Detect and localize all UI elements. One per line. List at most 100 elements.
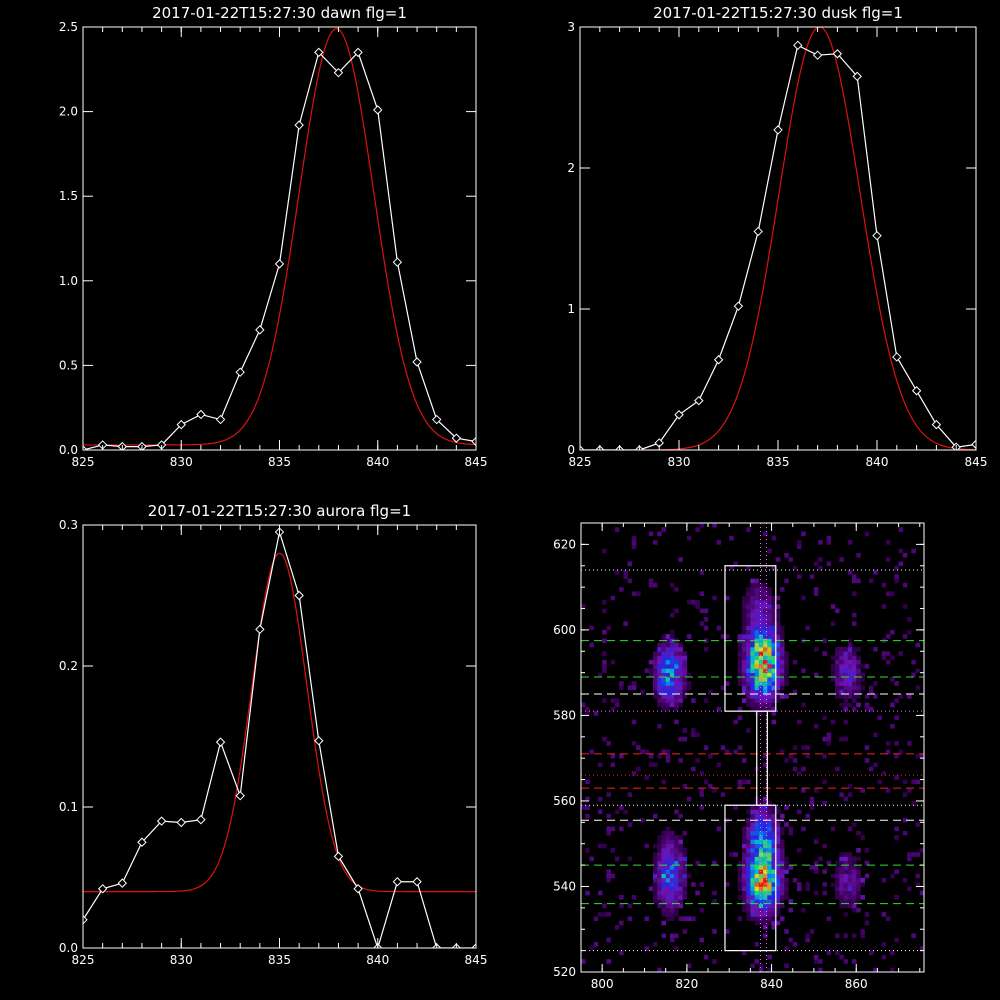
heatmap-cell [784,578,789,584]
heatmap-cell [839,899,844,904]
heatmap-cell [669,937,675,943]
heatmap-cell [767,903,772,909]
heatmap-cell [636,766,641,772]
heatmap-cell [669,847,675,853]
heatmap-cell [868,689,874,695]
heatmap-cell [631,681,637,686]
heatmap-cell [746,912,751,917]
heatmap-cell [771,886,777,892]
heatmap-cell [775,890,781,896]
heatmap-cell [822,736,827,742]
heatmap-cell [758,668,764,673]
data-point-diamond [156,816,167,826]
heatmap-cell [767,642,772,648]
heatmap-cell [852,655,857,661]
heatmap-cell [847,642,853,648]
heatmap-cell [843,899,849,904]
heatmap-cell [746,659,751,665]
heatmap-cell [767,954,772,960]
heatmap-cell [856,702,861,708]
heatmap-cell [741,869,747,874]
heatmap-cell [602,903,607,909]
heatmap-cell [716,762,722,768]
heatmap-cell [758,818,764,823]
heatmap-cell [754,591,760,596]
heatmap-cell [703,745,709,750]
heatmap-cell [767,800,772,806]
heatmap-cell [750,698,755,703]
heatmap-cell [746,676,751,682]
heatmap-cell [860,929,866,934]
heatmap-cell [746,612,751,618]
heatmap-cell [763,625,768,631]
heatmap-cell [843,890,849,896]
heatmap-cell [767,702,772,708]
heatmap-cell [775,676,781,682]
heatmap-cell [771,685,777,691]
heatmap-cell [669,877,675,883]
heatmap-cell [763,805,768,810]
heatmap-cell [661,895,666,900]
heatmap-cell [750,629,755,635]
heatmap-cell [746,916,751,921]
heatmap-cell [750,835,755,840]
heatmap-cell [754,702,760,708]
heatmap-cell [843,856,849,862]
heatmap-cell [750,694,755,699]
heatmap-cell [741,758,747,763]
heatmap-cell [847,664,853,669]
heatmap-cell [665,835,671,840]
data-point-diamond [832,49,843,59]
heatmap-cell [763,587,768,592]
heatmap-cell [699,608,705,614]
heatmap-cell [856,672,861,678]
heatmap-cell [661,860,666,866]
heatmap-cell [758,873,764,879]
heatmap-cell [767,685,772,691]
data-point-diamond [235,367,245,377]
heatmap-cell [771,813,777,819]
heatmap-cell [826,916,832,921]
heatmap-cell [775,839,781,845]
heatmap-cell [902,818,908,823]
heatmap-cell [606,873,611,879]
heatmap-cell [784,895,789,900]
heatmap-cell [758,907,764,913]
heatmap-cell [674,847,679,853]
heatmap-cell [750,852,755,857]
heatmap-cell [652,942,658,947]
heatmap-cell [839,736,844,742]
heatmap-cell [830,826,836,832]
heatmap-cell [674,719,679,725]
heatmap-cell [796,847,802,853]
heatmap-cell [754,839,760,845]
heatmap-cell [619,950,624,956]
heatmap-cell [746,642,751,648]
heatmap-cell [839,557,844,562]
heatmap-cell [809,800,815,806]
heatmap-cell [741,595,747,601]
heatmap-cell [775,664,781,669]
heatmap-cell [775,852,781,857]
heatmap-cell [767,599,772,605]
heatmap-cell [737,783,743,789]
heatmap-cell [640,818,645,823]
heatmap-cell [767,860,772,866]
heatmap-cell [771,843,777,849]
heatmap-cell [801,907,806,913]
heatmap-cell [741,856,747,862]
heatmap-cell [661,882,666,887]
heatmap-cell [784,676,789,682]
heatmap-cell [623,570,628,575]
heatmap-cell [902,552,908,558]
heatmap-cell [813,723,819,729]
heatmap-cell [652,899,658,904]
heatmap-cell [741,612,747,618]
heatmap-cell [750,668,755,673]
heatmap-cell [763,617,768,622]
heatmap-cell [839,702,844,708]
heatmap-cell [619,805,624,810]
heatmap-cell [788,937,794,943]
heatmap-cell [767,651,772,656]
